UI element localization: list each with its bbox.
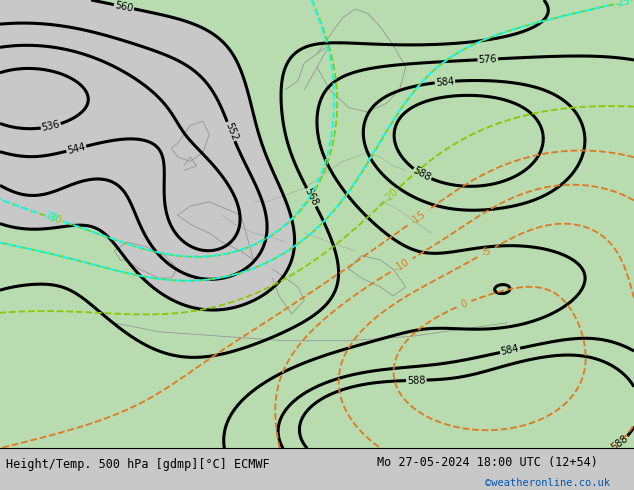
Text: -5: -5 [608,439,622,453]
Text: 552: 552 [223,121,239,142]
Text: -25: -25 [614,0,631,9]
Text: -25: -25 [614,0,631,9]
Text: 544: 544 [66,142,86,156]
Text: 584: 584 [500,343,520,357]
Text: Height/Temp. 500 hPa [gdmp][°C] ECMWF: Height/Temp. 500 hPa [gdmp][°C] ECMWF [6,458,270,471]
Text: -20: -20 [382,186,400,204]
Text: -10: -10 [392,257,411,273]
Text: -30: -30 [45,211,63,226]
Text: ©weatheronline.co.uk: ©weatheronline.co.uk [485,477,610,488]
Text: -30: -30 [41,210,58,224]
Text: 588: 588 [411,165,432,183]
Text: 584: 584 [436,76,455,88]
Text: 588: 588 [407,375,425,386]
Text: -15: -15 [408,209,427,226]
Text: Mo 27-05-2024 18:00 UTC (12+54): Mo 27-05-2024 18:00 UTC (12+54) [377,456,598,468]
Text: 588: 588 [609,433,630,453]
Text: 560: 560 [114,0,134,14]
Text: -5: -5 [479,245,493,259]
Text: 568: 568 [303,187,320,208]
Text: 536: 536 [41,120,61,133]
Text: 576: 576 [478,54,497,65]
Text: 0: 0 [459,298,469,310]
